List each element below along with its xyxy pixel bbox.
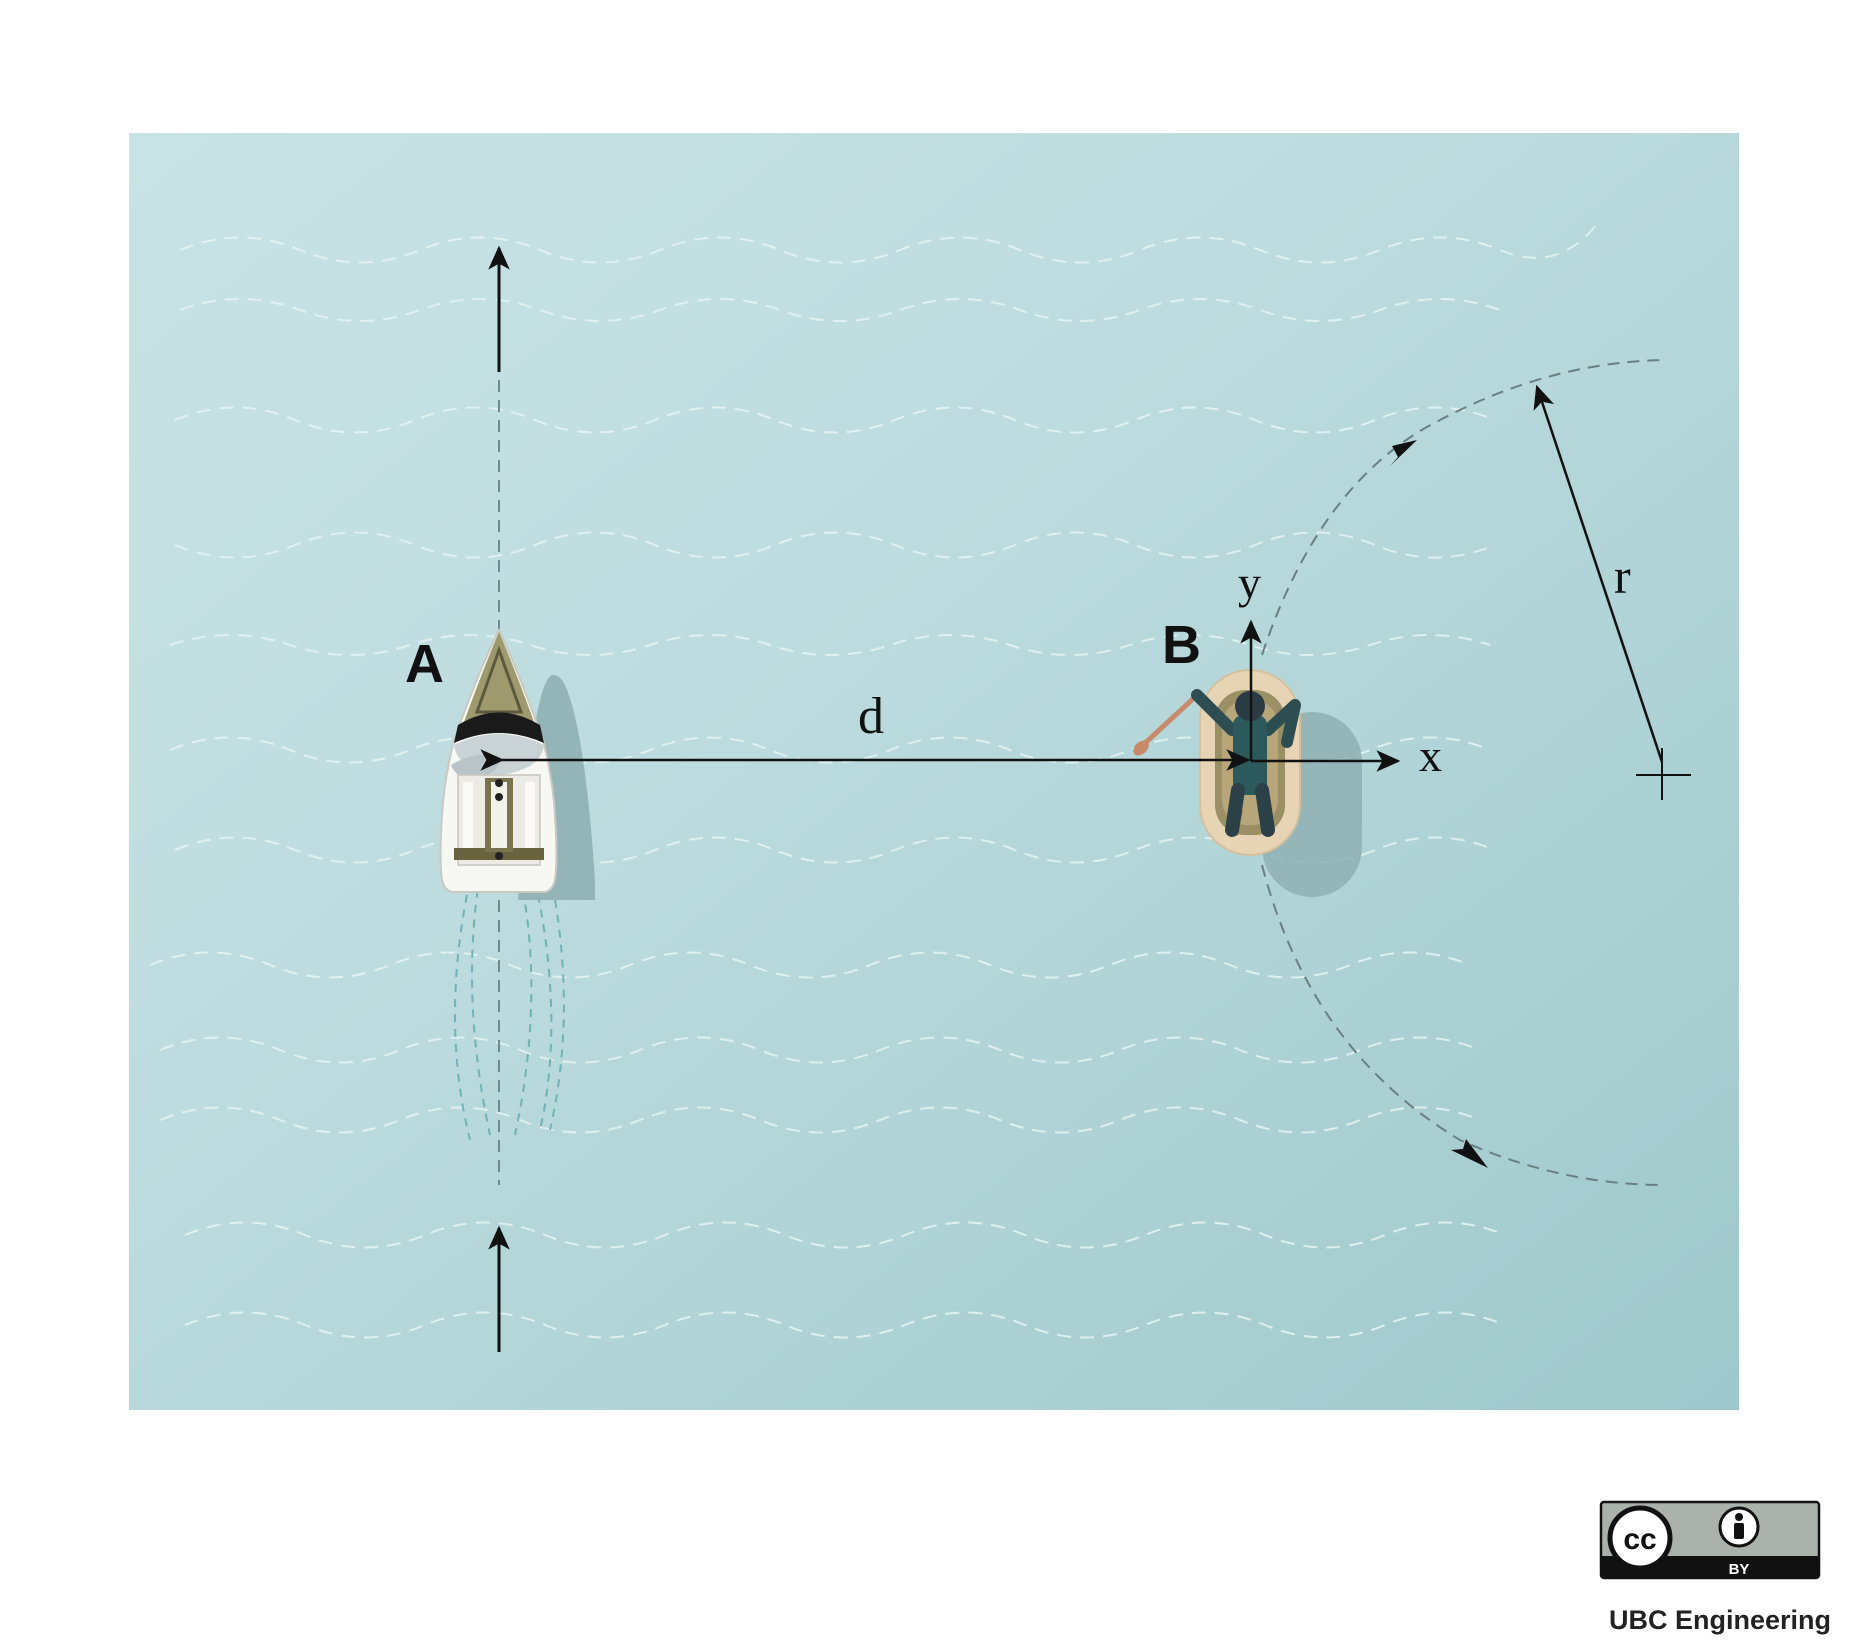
radius-label: r bbox=[1614, 548, 1631, 604]
by-text: BY bbox=[1729, 1561, 1750, 1578]
path-arrowhead-lower bbox=[1451, 1139, 1488, 1168]
distance-label: d bbox=[858, 688, 884, 745]
path-arrowhead-upper bbox=[1390, 440, 1417, 466]
water-background bbox=[129, 133, 1739, 1410]
boat-a-label: A bbox=[405, 634, 444, 694]
pivot-point bbox=[1636, 748, 1691, 800]
credit-text: UBC Engineering bbox=[1608, 1605, 1831, 1635]
cc-icon: cc bbox=[1623, 1523, 1656, 1556]
boat-b-label: B bbox=[1162, 615, 1201, 675]
circular-path bbox=[1261, 359, 1666, 1186]
radius-arrow bbox=[1533, 384, 1664, 763]
cc-by-badge: cc BY bbox=[1599, 1500, 1821, 1580]
boat-a-wake bbox=[454, 874, 565, 1141]
y-axis-label: y bbox=[1238, 557, 1261, 608]
x-axis-label: x bbox=[1419, 730, 1442, 781]
attribution-icon bbox=[1735, 1513, 1743, 1521]
